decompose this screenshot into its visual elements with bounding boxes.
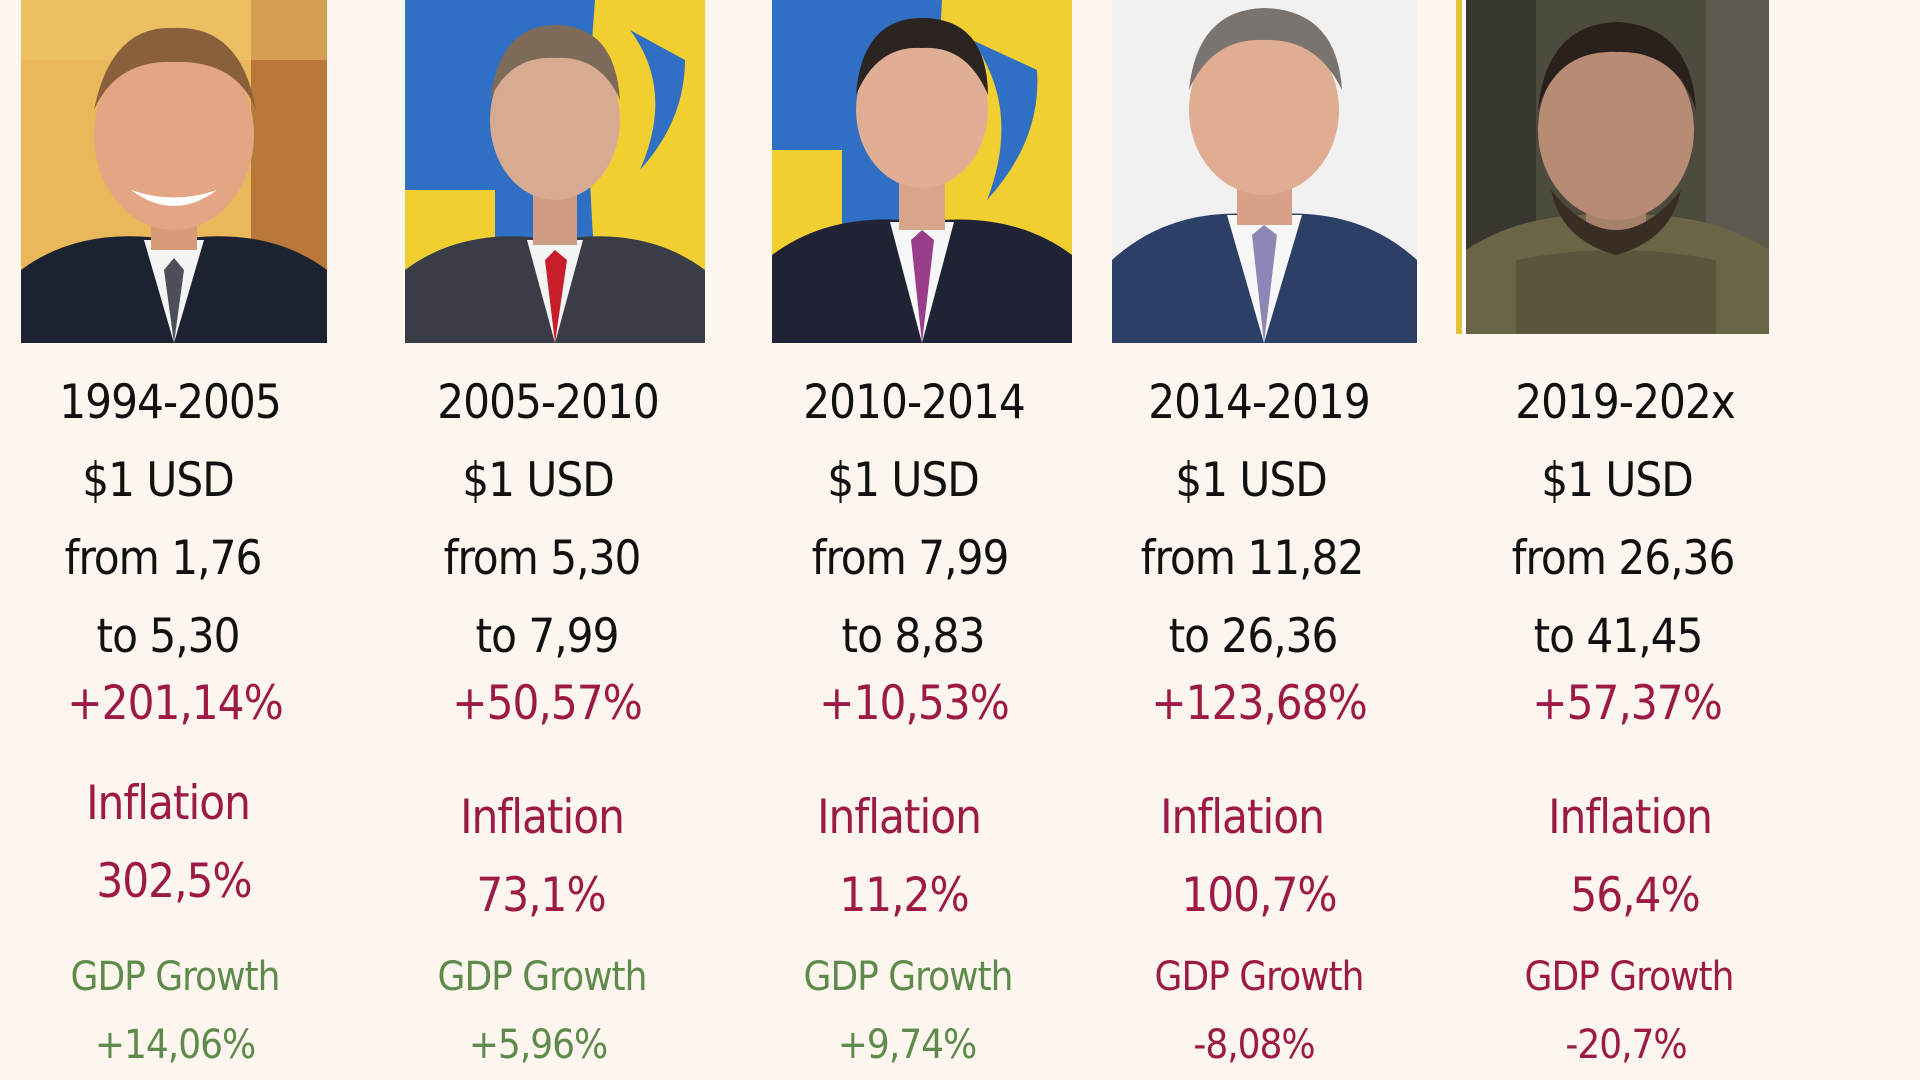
inflation-label: Inflation xyxy=(86,776,251,831)
rate-label: $1 USD xyxy=(1175,453,1328,508)
president-column-4: 2014-2019 $1 USD from 11,82 to 26,36 +12… xyxy=(1094,0,1424,1080)
gdp-label: GDP Growth xyxy=(1154,954,1365,1000)
rate-change: +50,57% xyxy=(452,676,643,731)
term-period: 2014-2019 xyxy=(1148,375,1370,430)
term-period: 2010-2014 xyxy=(803,375,1025,430)
rate-from: from 5,30 xyxy=(443,531,642,586)
inflation-value: 100,7% xyxy=(1181,868,1337,923)
term-period: 1994-2005 xyxy=(59,375,281,430)
rate-label: $1 USD xyxy=(1541,453,1694,508)
rate-to: to 41,45 xyxy=(1533,609,1704,664)
inflation-label: Inflation xyxy=(460,790,625,845)
gdp-value: +5,96% xyxy=(468,1022,608,1068)
inflation-label: Inflation xyxy=(1160,790,1325,845)
rate-from: from 1,76 xyxy=(64,531,263,586)
rate-to: to 8,83 xyxy=(841,609,986,664)
gdp-value: -20,7% xyxy=(1565,1022,1687,1068)
gdp-label: GDP Growth xyxy=(70,954,281,1000)
president-portrait-3 xyxy=(772,0,1072,343)
inflation-value: 11,2% xyxy=(839,868,969,923)
rate-from: from 11,82 xyxy=(1140,531,1365,586)
inflation-label: Inflation xyxy=(1548,790,1713,845)
gdp-value: +9,74% xyxy=(837,1022,977,1068)
rate-label: $1 USD xyxy=(462,453,615,508)
gdp-label: GDP Growth xyxy=(1524,954,1735,1000)
rate-from: from 7,99 xyxy=(811,531,1010,586)
rate-to: to 5,30 xyxy=(96,609,241,664)
rate-change: +123,68% xyxy=(1151,676,1368,731)
president-portrait-5 xyxy=(1456,0,1769,334)
inflation-value: 73,1% xyxy=(476,868,606,923)
term-period: 2019-202x xyxy=(1515,375,1736,430)
rate-label: $1 USD xyxy=(82,453,235,508)
gdp-value: -8,08% xyxy=(1193,1022,1315,1068)
rate-change: +10,53% xyxy=(819,676,1010,731)
president-portrait-4 xyxy=(1112,0,1417,343)
inflation-label: Inflation xyxy=(817,790,982,845)
president-column-5: 2019-202x $1 USD from 26,36 to 41,45 +57… xyxy=(1456,0,1790,1080)
inflation-value: 302,5% xyxy=(96,854,252,909)
term-period: 2005-2010 xyxy=(437,375,659,430)
rate-from: from 26,36 xyxy=(1511,531,1736,586)
rate-change: +57,37% xyxy=(1532,676,1723,731)
gdp-label: GDP Growth xyxy=(803,954,1014,1000)
gdp-label: GDP Growth xyxy=(437,954,648,1000)
president-column-2: 2005-2010 $1 USD from 5,30 to 7,99 +50,5… xyxy=(383,0,713,1080)
inflation-value: 56,4% xyxy=(1570,868,1700,923)
president-column-3: 2010-2014 $1 USD from 7,99 to 8,83 +10,5… xyxy=(749,0,1079,1080)
president-portrait-1 xyxy=(21,0,327,343)
president-portrait-2 xyxy=(405,0,705,343)
president-column-1: 1994-2005 $1 USD from 1,76 to 5,30 +201,… xyxy=(5,0,335,1080)
gdp-value: +14,06% xyxy=(94,1022,256,1068)
rate-to: to 26,36 xyxy=(1168,609,1339,664)
rate-to: to 7,99 xyxy=(475,609,620,664)
rate-label: $1 USD xyxy=(827,453,980,508)
rate-change: +201,14% xyxy=(67,676,284,731)
